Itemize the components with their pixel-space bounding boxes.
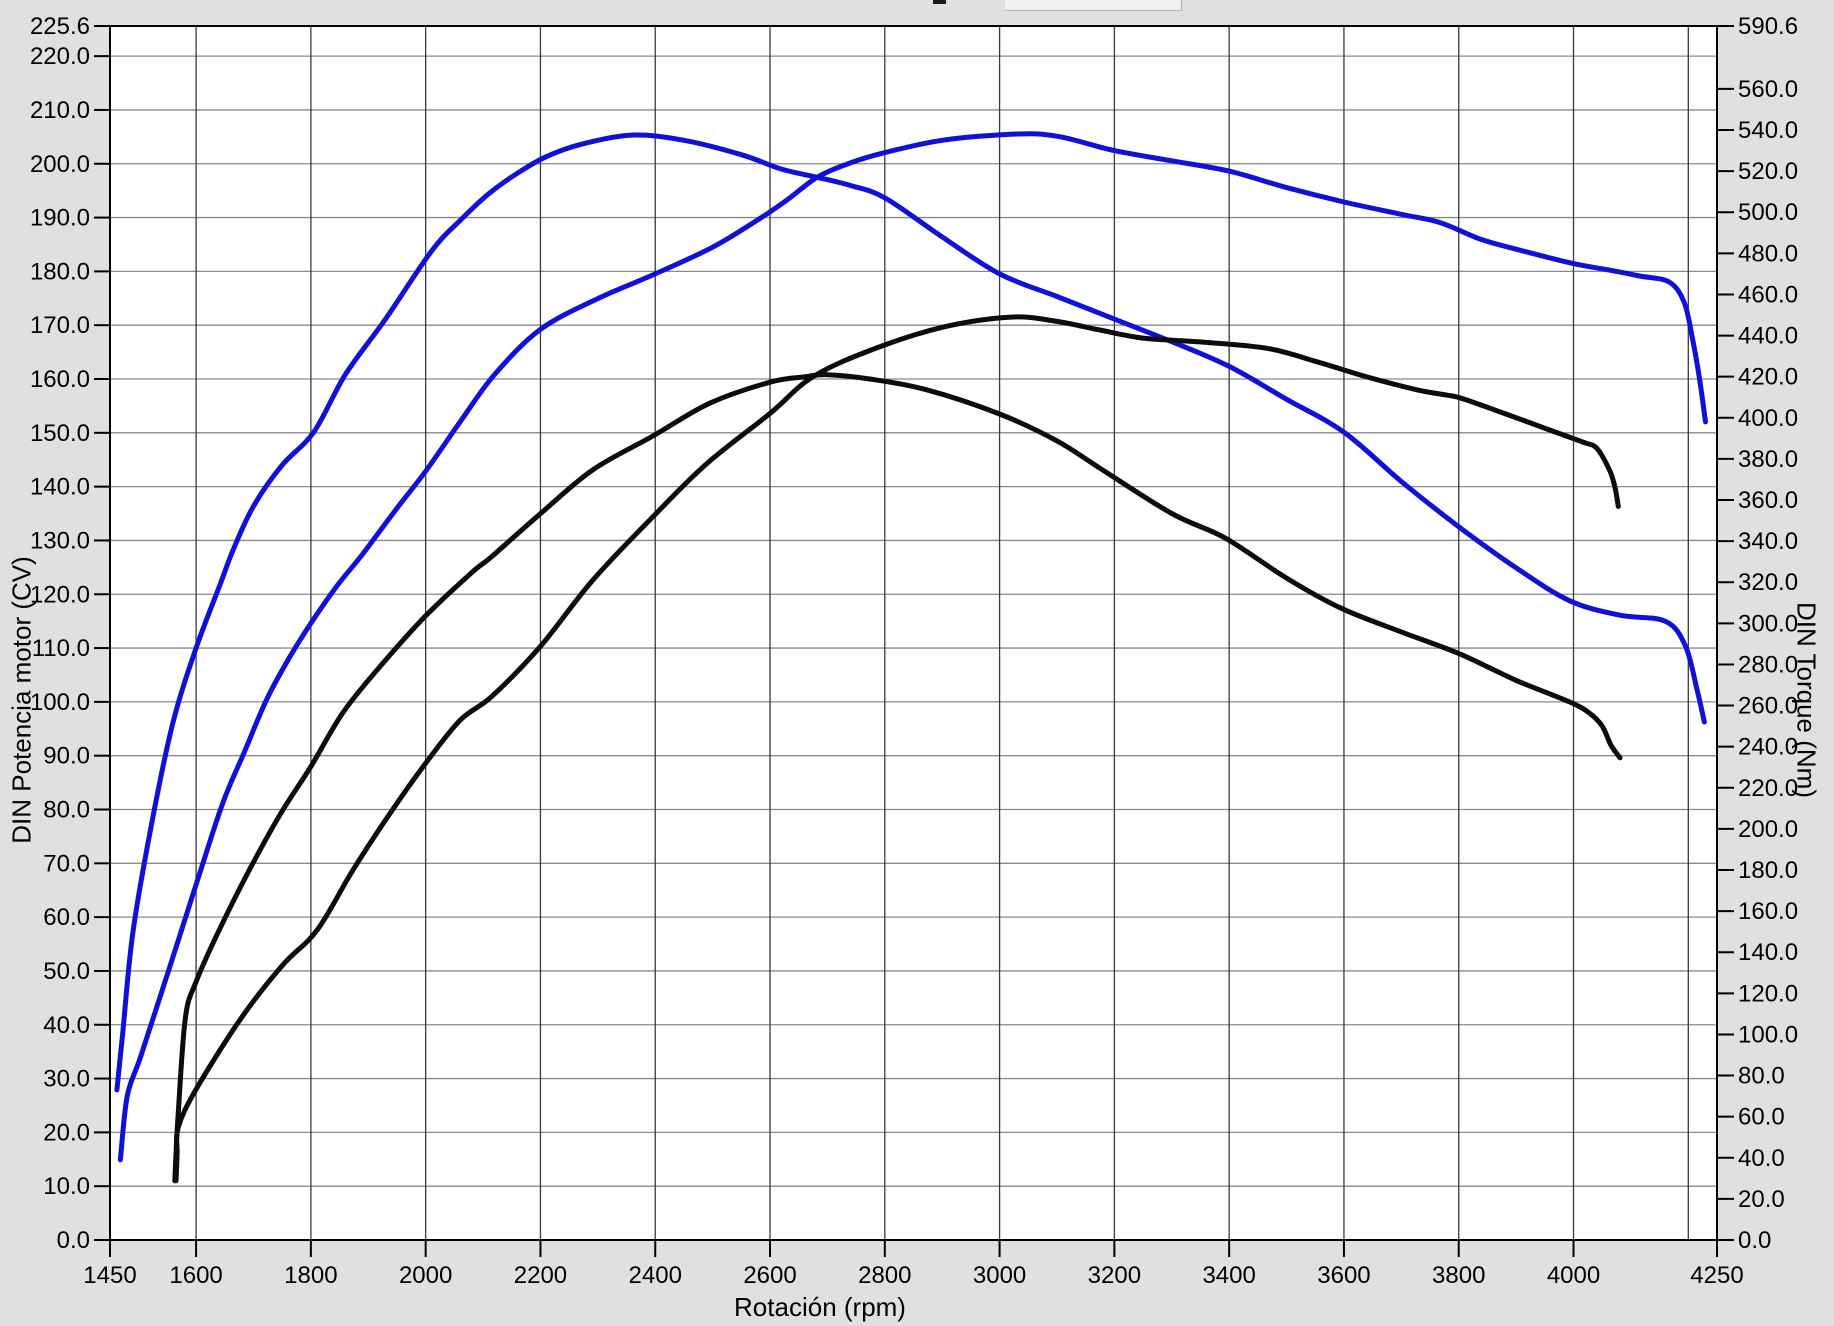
y-left-tick-label: 60.0 [43,904,90,931]
y-left-tick-label: 120.0 [30,581,90,608]
y-right-tick-label: 420.0 [1738,364,1798,391]
y-left-tick-label: 80.0 [43,797,90,824]
x-tick-label: 3600 [1317,1262,1370,1289]
x-tick-label: 4250 [1690,1262,1743,1289]
y-left-tick-label: 40.0 [43,1012,90,1039]
y-right-tick-label: 80.0 [1738,1063,1785,1090]
x-axis-title: Rotación (rpm) [734,1292,906,1322]
x-tick-label: 2400 [629,1262,682,1289]
y-right-tick-label: 340.0 [1738,528,1798,555]
y-right-tick-label: 360.0 [1738,487,1798,514]
y-left-tick-label: 225.6 [30,13,90,40]
x-tick-label: 1600 [169,1262,222,1289]
y-right-tick-label: 120.0 [1738,980,1798,1007]
y-right-tick-label: 280.0 [1738,651,1798,678]
y-right-tick-label: 260.0 [1738,693,1798,720]
y-left-tick-label: 180.0 [30,258,90,285]
y-right-tick-label: 0.0 [1738,1227,1771,1254]
y-left-tick-label: 220.0 [30,43,90,70]
y-right-tick-label: 40.0 [1738,1145,1785,1172]
x-tick-label: 2600 [743,1262,796,1289]
y-left-tick-label: 20.0 [43,1119,90,1146]
y-left-tick-label: 190.0 [30,205,90,232]
x-tick-label: 3200 [1088,1262,1141,1289]
y-right-tick-label: 480.0 [1738,240,1798,267]
y-right-tick-label: 400.0 [1738,405,1798,432]
y-right-tick-label: 380.0 [1738,446,1798,473]
y-left-tick-label: 100.0 [30,689,90,716]
legend-box-cut-off [1005,0,1182,11]
y-right-tick-label: 560.0 [1738,76,1798,103]
y-left-tick-label: 70.0 [43,850,90,877]
y-right-tick-label: 180.0 [1738,857,1798,884]
y-right-tick-label: 500.0 [1738,199,1798,226]
y-axis-title-right: DIN Torque (Nm) [1791,601,1822,799]
y-right-tick-label: 540.0 [1738,117,1798,144]
y-right-tick-label: 240.0 [1738,734,1798,761]
x-tick-label: 1450 [83,1262,136,1289]
plot-frame [109,25,1718,1241]
plot-area [110,26,1717,1240]
y-right-tick-label: 140.0 [1738,939,1798,966]
x-tick-label: 3800 [1432,1262,1485,1289]
y-left-tick-label: 50.0 [43,958,90,985]
y-right-tick-label: 200.0 [1738,816,1798,843]
x-tick-label: 4000 [1547,1262,1600,1289]
curve-torque-run-early [114,132,1707,1093]
x-tick-label: 3000 [973,1262,1026,1289]
y-left-tick-label: 0.0 [57,1227,90,1254]
y-right-tick-label: 460.0 [1738,281,1798,308]
y-left-tick-label: 170.0 [30,312,90,339]
x-tick-label: 3400 [1202,1262,1255,1289]
y-right-tick-label: 440.0 [1738,323,1798,350]
x-tick-label: 2000 [399,1262,452,1289]
y-right-tick-label: 300.0 [1738,610,1798,637]
y-left-tick-label: 200.0 [30,151,90,178]
chart-title-cut-off [933,0,946,4]
y-right-tick-label: 520.0 [1738,158,1798,185]
y-right-tick-label: 320.0 [1738,569,1798,596]
y-left-tick-label: 150.0 [30,420,90,447]
y-left-tick-label: 130.0 [30,527,90,554]
y-left-tick-label: 90.0 [43,743,90,770]
y-left-tick-label: 110.0 [32,635,90,662]
y-right-tick-label: 20.0 [1738,1186,1785,1213]
y-right-tick-label: 590.6 [1738,13,1798,40]
y-right-tick-label: 220.0 [1738,775,1798,802]
y-left-tick-label: 30.0 [43,1066,90,1093]
y-right-tick-label: 100.0 [1738,1021,1798,1048]
curve-power-run-late [173,314,1621,1184]
y-left-tick-label: 10.0 [43,1173,90,1200]
y-axis-title-left: DIN Potencia motor (CV) [6,556,37,844]
curve-torque-run-late [117,131,1708,1163]
curve-power-run-early [172,372,1623,1184]
y-right-tick-label: 60.0 [1738,1104,1785,1131]
y-left-tick-label: 160.0 [30,366,90,393]
y-left-tick-label: 210.0 [30,97,90,124]
y-right-tick-label: 160.0 [1738,898,1798,925]
x-tick-label: 1800 [284,1262,337,1289]
x-tick-label: 2200 [514,1262,567,1289]
y-left-tick-label: 140.0 [30,474,90,501]
x-tick-label: 2800 [858,1262,911,1289]
